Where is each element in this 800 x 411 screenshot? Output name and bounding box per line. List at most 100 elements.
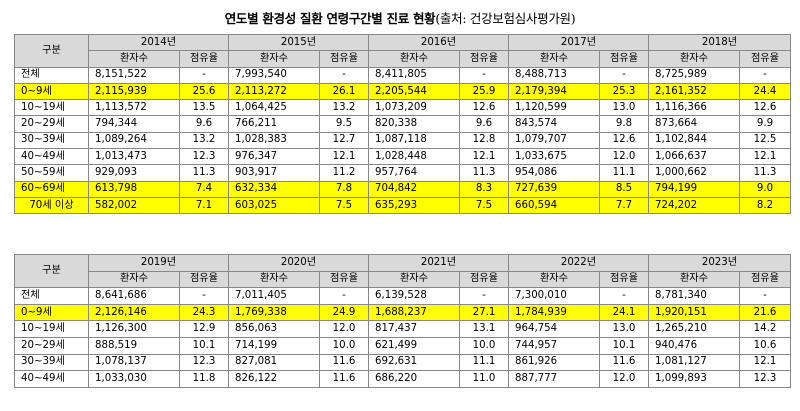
patients-header: 환자수 xyxy=(508,50,600,68)
patients-cell: 1,116,366 xyxy=(648,99,740,117)
share-cell: 9.6 xyxy=(459,115,509,133)
table-row: 40~49세 1,013,473 12.3 976,347 12.1 1,028,448 1… xyxy=(14,148,791,166)
share-cell: 12.1 xyxy=(739,353,791,372)
patients-cell: 1,033,030 xyxy=(88,370,180,388)
row-label: 10~19세 xyxy=(14,320,89,338)
table-row: 20~29세 794,344 9.6 766,211 9.5 820,338 9.6 843,… xyxy=(14,115,791,133)
share-cell: 7.5 xyxy=(319,196,369,215)
share-cell: 11.8 xyxy=(179,370,229,388)
share-header: 점유율 xyxy=(179,50,229,68)
patients-cell: 8,151,522 xyxy=(88,66,180,84)
table-row: 30~39세 1,089,264 13.2 1,028,383 12.7 1,087,11… xyxy=(14,131,791,150)
patients-cell: 826,122 xyxy=(228,370,320,388)
share-cell: - xyxy=(459,66,509,84)
patients-cell: 873,664 xyxy=(648,115,740,133)
year-header: 2018년 xyxy=(648,33,791,52)
patients-cell: 1,087,118 xyxy=(368,131,460,150)
patients-cell: 820,338 xyxy=(368,115,460,133)
patients-cell: 861,926 xyxy=(508,353,600,372)
patients-cell: 727,639 xyxy=(508,180,600,198)
share-cell: - xyxy=(459,287,509,305)
share-cell: 12.9 xyxy=(179,320,229,338)
title-source: (출처: 건강보험심사평가원) xyxy=(435,11,576,26)
share-cell: 12.8 xyxy=(459,131,509,150)
share-cell: 12.3 xyxy=(739,370,791,388)
table-row: 50~59세 929,093 11.3 903,917 11.2 957,764 11.3 9… xyxy=(14,164,791,182)
row-label: 50~59세 xyxy=(14,164,89,182)
patients-cell: 2,205,544 xyxy=(368,82,460,101)
patients-cell: 843,574 xyxy=(508,115,600,133)
share-cell: 13.0 xyxy=(599,99,649,117)
patients-cell: 1,102,844 xyxy=(648,131,740,150)
patients-cell: 1,920,151 xyxy=(648,303,740,322)
patients-header: 환자수 xyxy=(88,50,180,68)
row-label: 30~39세 xyxy=(14,131,89,150)
patients-cell: 1,033,675 xyxy=(508,148,600,166)
patients-cell: 7,011,405 xyxy=(228,287,320,305)
row-label: 10~19세 xyxy=(14,99,89,117)
patients-cell: 1,073,209 xyxy=(368,99,460,117)
share-cell: 11.2 xyxy=(319,164,369,182)
share-cell: - xyxy=(739,66,791,84)
share-cell: 11.3 xyxy=(179,164,229,182)
patients-header: 환자수 xyxy=(368,270,460,289)
share-cell: 25.3 xyxy=(599,82,649,101)
row-label: 20~29세 xyxy=(14,115,89,133)
row-label: 70세 이상 xyxy=(14,196,89,215)
share-cell: 12.6 xyxy=(739,99,791,117)
share-cell: 12.7 xyxy=(319,131,369,150)
share-cell: 21.6 xyxy=(739,303,791,322)
patients-cell: 856,063 xyxy=(228,320,320,338)
patients-cell: 621,499 xyxy=(368,336,460,355)
patients-cell: 1,113,572 xyxy=(88,99,180,117)
patients-cell: 929,093 xyxy=(88,164,180,182)
patients-cell: 2,115,939 xyxy=(88,82,180,101)
share-cell: - xyxy=(319,66,369,84)
patients-cell: 660,594 xyxy=(508,196,600,215)
patients-cell: 2,113,272 xyxy=(228,82,320,101)
table-row: 60~69세 613,798 7.4 632,334 7.8 704,842 8.3 727,… xyxy=(14,180,791,198)
share-cell: 7.7 xyxy=(599,196,649,215)
patients-cell: 817,437 xyxy=(368,320,460,338)
share-cell: 9.9 xyxy=(739,115,791,133)
year-header: 2020년 xyxy=(228,254,369,272)
share-cell: 14.2 xyxy=(739,320,791,338)
share-cell: - xyxy=(179,287,229,305)
patients-cell: 744,957 xyxy=(508,336,600,355)
patients-header: 환자수 xyxy=(228,270,320,289)
patients-cell: 1,688,237 xyxy=(368,303,460,322)
patients-cell: 794,199 xyxy=(648,180,740,198)
year-header: 2023년 xyxy=(648,254,791,272)
share-cell: 11.6 xyxy=(319,353,369,372)
patients-cell: 1,089,264 xyxy=(88,131,180,150)
share-cell: 24.9 xyxy=(319,303,369,322)
patients-cell: 632,334 xyxy=(228,180,320,198)
share-cell: 9.6 xyxy=(179,115,229,133)
row-label: 0~9세 xyxy=(14,303,89,322)
patients-cell: 1,000,662 xyxy=(648,164,740,182)
share-header: 점유율 xyxy=(319,270,369,289)
share-cell: - xyxy=(599,287,649,305)
share-cell: 9.0 xyxy=(739,180,791,198)
share-cell: 12.0 xyxy=(599,370,649,388)
share-cell: 24.3 xyxy=(179,303,229,322)
share-cell: 10.6 xyxy=(739,336,791,355)
share-cell: 7.4 xyxy=(179,180,229,198)
year-header: 2015년 xyxy=(228,33,369,52)
share-cell: 13.2 xyxy=(179,131,229,150)
table-2019-2023: 구분 2019년 2020년 2021년 2022년 2023년 환자수 점유율… xyxy=(14,253,791,388)
title-main: 연도별 환경성 질환 연령구간별 진료 현황 xyxy=(224,11,436,26)
share-cell: 10.0 xyxy=(319,336,369,355)
share-header: 점유율 xyxy=(459,50,509,68)
share-header: 점유율 xyxy=(599,270,649,289)
share-cell: 13.5 xyxy=(179,99,229,117)
share-cell: 12.3 xyxy=(179,353,229,372)
table-body: 전체 8,641,686-7,011,405-6,139,528-7,300,01… xyxy=(14,287,791,388)
share-header: 점유율 xyxy=(459,270,509,289)
patients-cell: 766,211 xyxy=(228,115,320,133)
table-row: 0~9세 2,126,146 24.3 1,769,338 24.9 1,688,237 2… xyxy=(14,303,791,322)
patients-cell: 714,199 xyxy=(228,336,320,355)
patients-cell: 1,769,338 xyxy=(228,303,320,322)
table-row: 30~39세 1,078,137 12.3 827,081 11.6 692,631 11.… xyxy=(14,353,791,372)
year-header: 2022년 xyxy=(508,254,649,272)
